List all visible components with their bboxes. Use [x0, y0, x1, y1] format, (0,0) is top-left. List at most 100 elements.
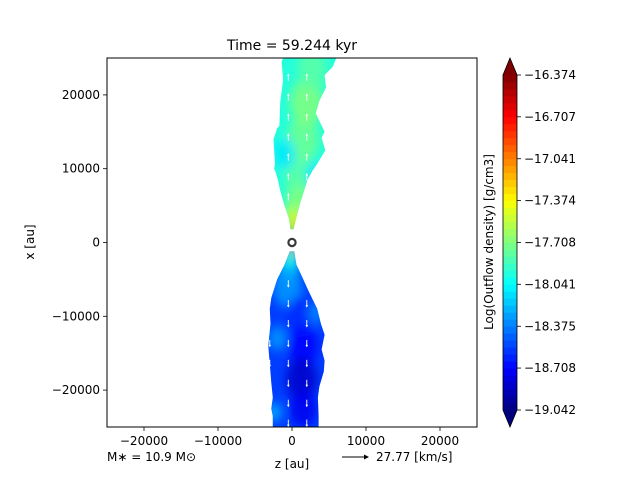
density-blob	[268, 326, 287, 351]
colorbar-band	[503, 340, 517, 348]
velocity-arrow-head	[305, 344, 309, 348]
colorbar-band	[503, 200, 517, 209]
colorbar-band	[503, 116, 517, 125]
velocity-arrow-head	[305, 404, 309, 408]
colorbar-band	[503, 305, 517, 313]
colorbar-band	[503, 137, 517, 146]
colorbar-band	[503, 312, 517, 320]
velocity-arrow-head	[287, 384, 290, 388]
density-blob	[289, 390, 317, 427]
colorbar-band	[503, 165, 517, 174]
colorbar-band	[503, 179, 517, 188]
colorbar-band	[503, 396, 517, 404]
colorbar-extend-max	[503, 58, 517, 75]
colorbar-band	[503, 270, 517, 278]
colorbar-band	[503, 333, 517, 341]
colorbar-tick-label: −17.374	[524, 194, 576, 208]
colorbar-band	[503, 75, 517, 83]
velocity-arrow-head	[287, 305, 290, 308]
velocity-arrow-head	[287, 364, 290, 368]
colorbar-tick-label: −17.041	[524, 152, 576, 166]
colorbar-tick-label: −18.375	[524, 319, 576, 333]
colorbar-band	[503, 389, 517, 397]
velocity-key-arrow-head	[364, 454, 369, 460]
velocity-arrow-head	[287, 153, 290, 156]
y-tick-label: −20000	[52, 383, 100, 397]
x-tick-label: 20000	[421, 434, 459, 448]
colorbar-band	[503, 368, 517, 376]
colorbar-band	[503, 347, 517, 355]
colorbar-extend-min	[503, 410, 517, 427]
x-tick-label: 0	[288, 434, 296, 448]
stellar-mass-annotation: M∗ = 10.9 M⊙	[107, 450, 196, 464]
colorbar-band	[503, 361, 517, 369]
density-blob	[273, 138, 296, 170]
velocity-arrow-head	[287, 113, 290, 116]
velocity-arrow-head	[287, 73, 290, 76]
velocity-arrow-head	[305, 153, 309, 156]
velocity-arrow-head	[305, 173, 309, 176]
colorbar-band	[503, 88, 517, 97]
colorbar-band	[503, 207, 517, 215]
colorbar-band	[503, 144, 517, 153]
colorbar-band	[503, 109, 517, 118]
colorbar-label: Log(Outflow density) [g/cm3]	[482, 154, 496, 330]
colorbar-band	[503, 158, 517, 167]
y-tick-label: −10000	[52, 309, 100, 323]
colorbar-band	[503, 326, 517, 334]
colorbar-band	[503, 319, 517, 327]
velocity-arrow-head	[268, 344, 272, 348]
velocity-arrow-head	[305, 113, 309, 116]
velocity-arrow-head	[305, 93, 309, 96]
colorbar-band	[503, 375, 517, 383]
colorbar-tick-label: −16.707	[524, 110, 576, 124]
colorbar-band	[503, 221, 517, 229]
colorbar-band	[503, 123, 517, 132]
density-blob	[286, 357, 318, 401]
velocity-key: 27.77 [km/s]	[342, 450, 452, 464]
velocity-arrow-head	[287, 192, 290, 196]
density-blob	[297, 58, 327, 90]
colorbar-band	[503, 228, 517, 236]
velocity-arrow-head	[287, 173, 290, 176]
velocity-arrow-head	[305, 324, 309, 328]
x-tick-label: −10000	[194, 434, 242, 448]
colorbar-band	[503, 277, 517, 285]
colorbar-band	[503, 102, 517, 111]
velocity-arrow-head	[305, 384, 309, 388]
colorbar-band	[503, 403, 517, 411]
colorbar-tick-label: −18.708	[524, 361, 576, 375]
velocity-arrow-head	[305, 424, 309, 427]
velocity-arrow-head	[287, 404, 290, 408]
density-blob	[272, 266, 303, 308]
colorbar-band	[503, 130, 517, 139]
colorbar: −16.374 −16.707 −17.041 −17.374 −17.708 −18.0…	[482, 56, 576, 429]
velocity-arrow-head	[287, 285, 290, 288]
velocity-arrow-head	[287, 344, 290, 348]
velocity-arrow-head	[287, 133, 290, 136]
colorbar-band	[503, 284, 517, 292]
star-marker	[287, 237, 297, 248]
velocity-arrow-head	[287, 424, 290, 427]
colorbar-band	[503, 263, 517, 271]
colorbar-band	[503, 249, 517, 257]
velocity-arrow-head	[305, 73, 309, 76]
colorbar-tick-label: −19.042	[524, 403, 576, 417]
colorbar-band	[503, 151, 517, 160]
colorbar-band	[503, 95, 517, 104]
colorbar-band	[503, 193, 517, 202]
colorbar-band	[503, 298, 517, 306]
velocity-arrow-head	[305, 305, 309, 308]
colorbar-band	[503, 354, 517, 362]
colorbar-band	[503, 186, 517, 195]
x-tick-label: 10000	[347, 434, 385, 448]
velocity-arrow-head	[305, 364, 309, 368]
velocity-key-label: 27.77 [km/s]	[376, 450, 452, 464]
y-axis-label: x [au]	[23, 224, 37, 259]
velocity-arrow-head	[287, 93, 290, 96]
colorbar-band	[503, 235, 517, 243]
colorbar-tick-label: −16.374	[524, 68, 576, 82]
colorbar-band	[503, 382, 517, 390]
colorbar-band	[503, 214, 517, 222]
